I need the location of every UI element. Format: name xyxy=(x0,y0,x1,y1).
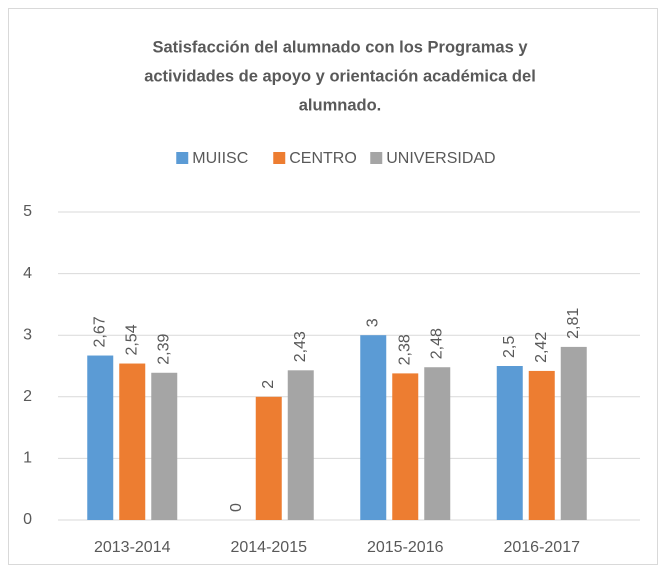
bar xyxy=(496,366,523,520)
data-label: 2,39 xyxy=(155,334,172,365)
x-tick-label: 2014-2015 xyxy=(230,539,307,556)
y-tick-label: 0 xyxy=(23,511,32,528)
legend-swatch xyxy=(273,152,286,164)
bar xyxy=(255,396,282,520)
bar xyxy=(87,355,114,520)
data-label: 0 xyxy=(228,503,245,512)
data-label: 2,67 xyxy=(91,316,108,347)
data-label: 2,43 xyxy=(292,331,309,362)
x-tick-label: 2013-2014 xyxy=(94,539,171,556)
data-label: 2,81 xyxy=(565,308,582,339)
legend-swatch xyxy=(176,152,189,164)
bar xyxy=(151,372,178,520)
legend-swatch xyxy=(370,152,383,164)
legend-label: UNIVERSIDAD xyxy=(386,150,495,167)
y-tick-label: 2 xyxy=(23,388,32,405)
chart-title: Satisfacción del alumnado con los Progra… xyxy=(152,38,528,56)
bar xyxy=(119,363,146,520)
chart-title: alumnado. xyxy=(299,96,382,114)
y-tick-label: 1 xyxy=(23,450,32,467)
data-label: 3 xyxy=(364,318,381,327)
data-label: 2 xyxy=(260,380,277,389)
bar xyxy=(528,370,555,520)
bar xyxy=(287,370,314,520)
data-label: 2,38 xyxy=(396,334,413,365)
y-tick-label: 4 xyxy=(23,265,32,282)
bar xyxy=(560,346,587,520)
bar xyxy=(360,335,387,520)
bar xyxy=(392,373,419,520)
bar xyxy=(424,367,451,520)
legend-label: MUIISC xyxy=(192,150,248,167)
chart-title: actividades de apoyo y orientación acadé… xyxy=(144,67,536,85)
x-tick-label: 2016-2017 xyxy=(503,539,580,556)
data-label: 2,5 xyxy=(501,336,518,358)
y-tick-label: 5 xyxy=(23,203,32,220)
legend-label: CENTRO xyxy=(289,150,357,167)
data-label: 2,48 xyxy=(428,328,445,359)
data-label: 2,54 xyxy=(123,324,140,355)
x-tick-label: 2015-2016 xyxy=(367,539,444,556)
data-label: 2,42 xyxy=(533,332,550,363)
y-tick-label: 3 xyxy=(23,326,32,343)
